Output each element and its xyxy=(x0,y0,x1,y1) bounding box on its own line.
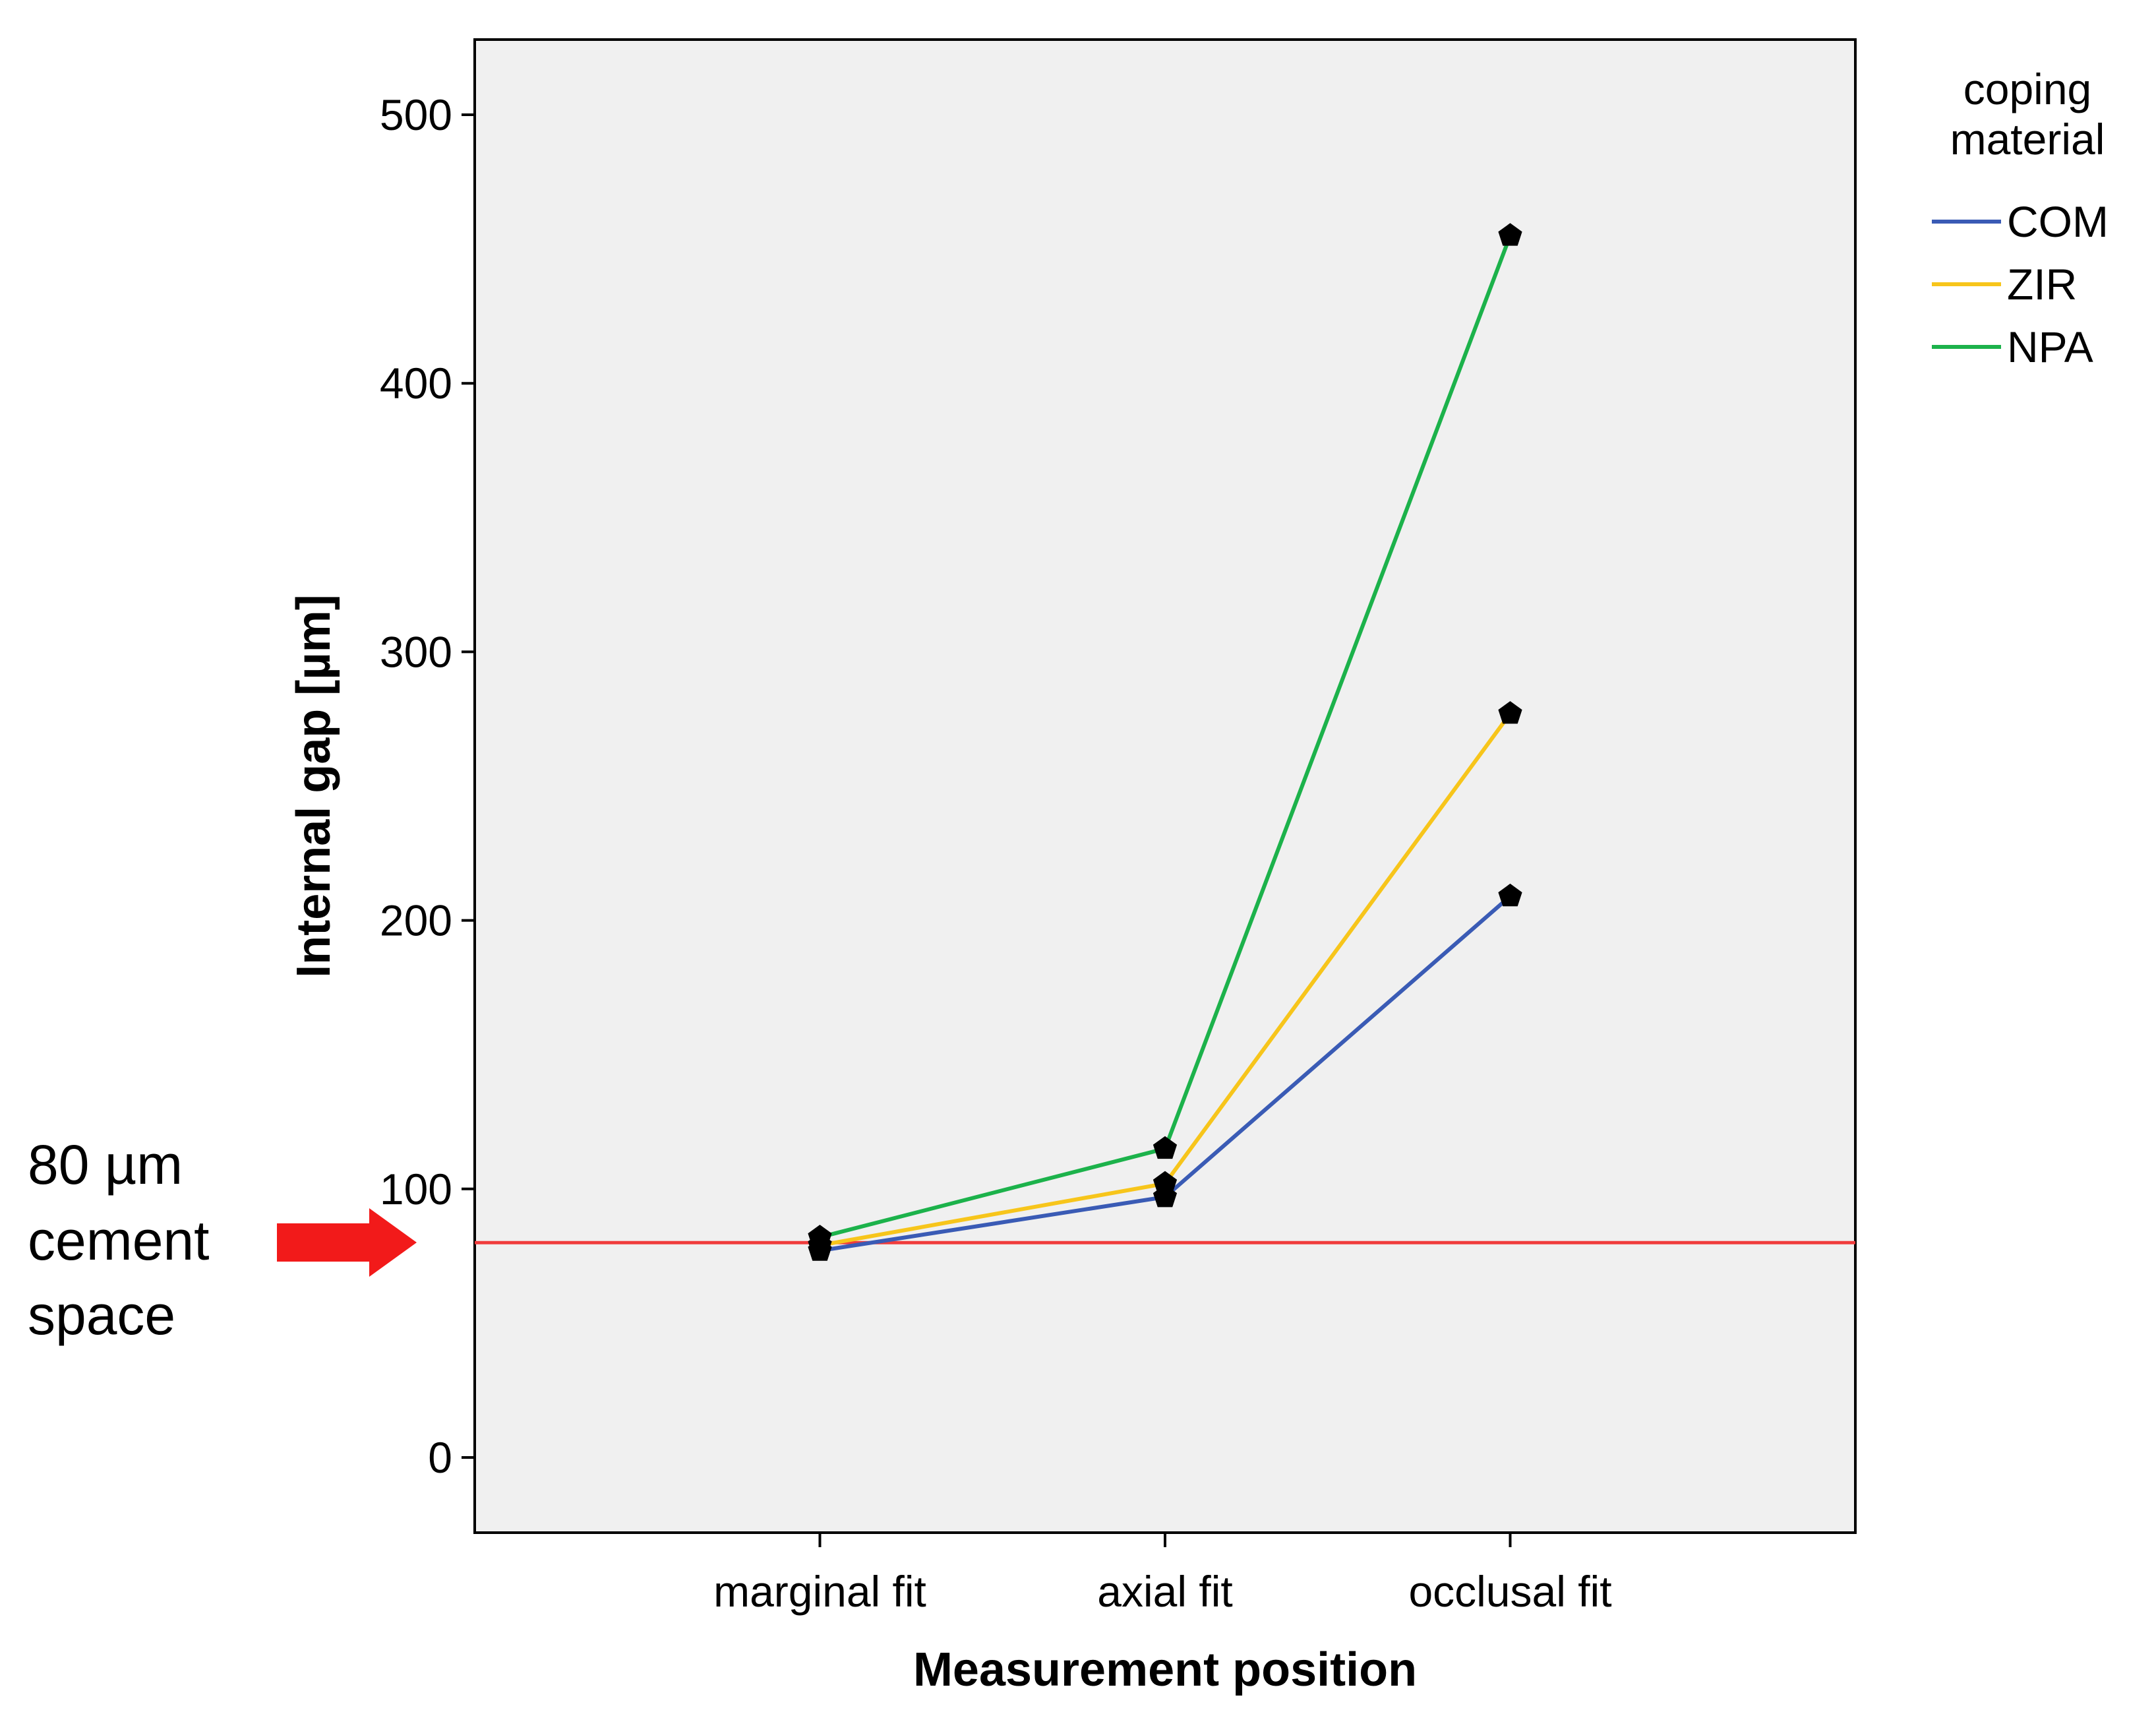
x-axis-ticks: marginal fit axial fit occlusal fit xyxy=(713,1533,1612,1616)
y-tick-label: 300 xyxy=(380,627,452,676)
legend-label-npa: NPA xyxy=(2007,322,2093,371)
x-axis-title: Measurement position xyxy=(913,1643,1417,1696)
plot-area xyxy=(473,38,1857,1534)
legend-title-line-2: material xyxy=(1950,115,2105,164)
y-tick-label: 100 xyxy=(380,1165,452,1213)
x-tick-label: axial fit xyxy=(1097,1567,1232,1616)
y-axis-ticks: 0 100 200 300 400 500 xyxy=(380,90,475,1482)
y-axis-title: Internal gap [µm] xyxy=(287,594,340,978)
y-tick-label: 200 xyxy=(380,896,452,945)
y-tick-label: 500 xyxy=(380,90,452,139)
marker-npa-1 xyxy=(1153,1136,1178,1159)
annotation-line-1: 80 µm xyxy=(28,1134,183,1196)
marker-zir-2 xyxy=(1498,701,1522,724)
marker-zir-1 xyxy=(1153,1171,1178,1194)
annotation-line-2: cement xyxy=(28,1210,209,1272)
legend-label-com: COM xyxy=(2007,197,2109,246)
marker-npa-0 xyxy=(808,1225,832,1248)
x-tick-label: occlusal fit xyxy=(1408,1567,1611,1616)
legend-label-zir: ZIR xyxy=(2007,260,2077,309)
data-markers xyxy=(808,223,1522,1261)
cement-space-annotation: 80 µm cement space xyxy=(28,1134,417,1346)
annotation-arrow xyxy=(277,1208,417,1277)
legend-title-line-1: coping xyxy=(1963,65,2092,113)
y-tick-label: 400 xyxy=(380,359,452,408)
legend: coping material COM ZIR NPA xyxy=(1932,65,2109,371)
x-tick-label: marginal fit xyxy=(713,1567,926,1616)
y-tick-label: 0 xyxy=(428,1433,452,1482)
marker-npa-2 xyxy=(1498,223,1522,246)
legend-items: COM ZIR NPA xyxy=(1932,197,2109,371)
annotation-line-3: space xyxy=(28,1284,175,1346)
marker-com-2 xyxy=(1498,883,1522,907)
